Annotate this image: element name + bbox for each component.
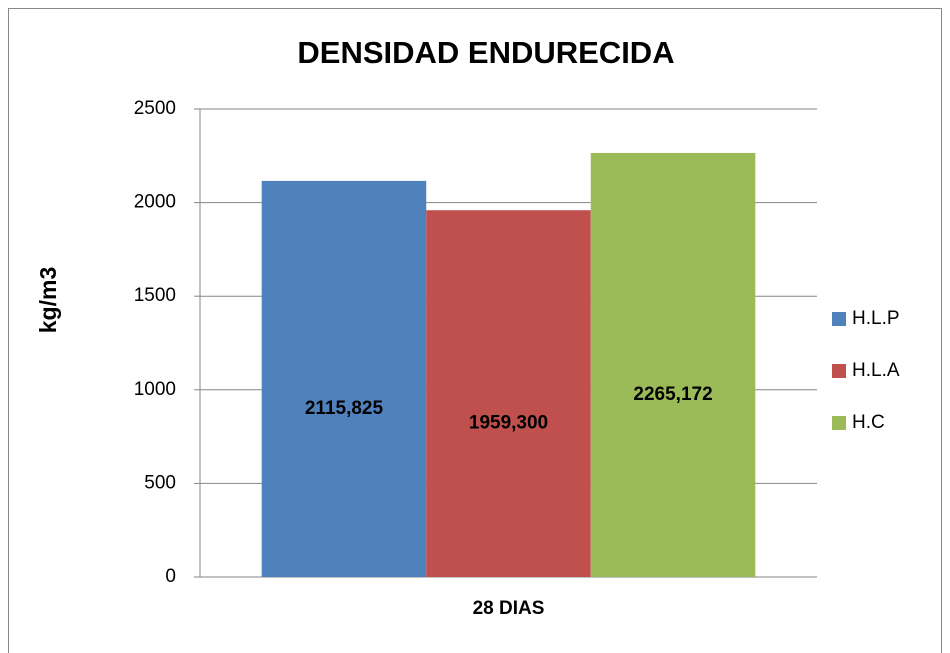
legend-swatch <box>832 416 846 430</box>
legend-label: H.C <box>852 412 885 433</box>
legend-swatch <box>832 312 846 326</box>
chart-title: DENSIDAD ENDURECIDA <box>297 35 674 70</box>
y-tick-label: 1500 <box>134 285 176 306</box>
bar <box>590 152 756 577</box>
y-tick-label: 2500 <box>134 98 176 119</box>
legend-label: H.L.A <box>852 360 900 381</box>
data-label: 2265,172 <box>633 384 712 405</box>
bar <box>426 210 591 577</box>
data-label: 1959,300 <box>469 413 548 434</box>
y-axis-label: kg/m3 <box>35 267 61 333</box>
data-label: 2115,825 <box>305 398 384 419</box>
bar <box>261 180 427 578</box>
legend-swatch <box>832 364 846 378</box>
x-tick-label: 28 DIAS <box>473 598 545 619</box>
y-tick-label: 2000 <box>134 192 176 213</box>
y-tick-label: 500 <box>144 472 176 493</box>
y-tick-label: 1000 <box>134 379 176 400</box>
legend-label: H.L.P <box>852 308 900 329</box>
y-tick-label: 0 <box>165 566 176 587</box>
